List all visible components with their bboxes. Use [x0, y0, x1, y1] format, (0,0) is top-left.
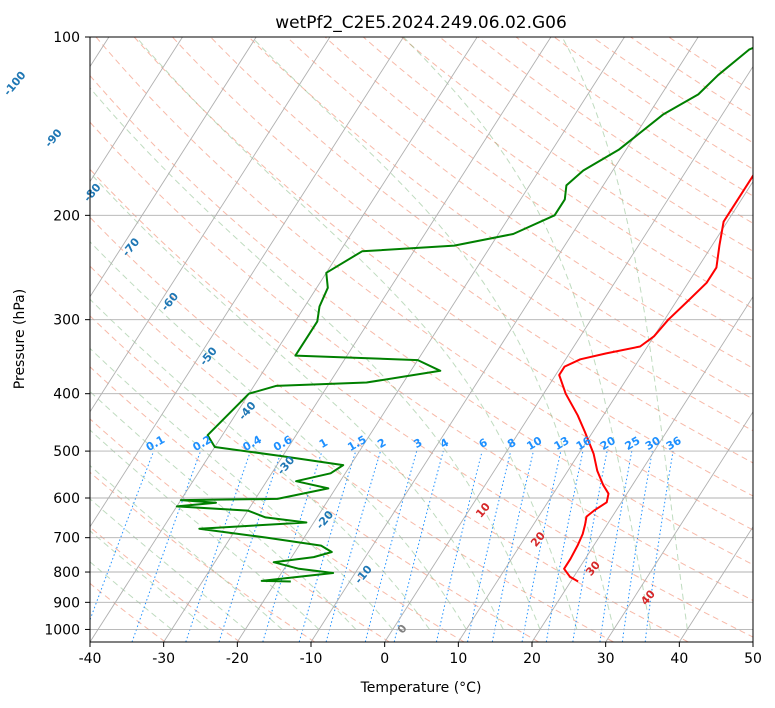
isotherm-line	[605, 411, 753, 642]
y-tick-label: 300	[53, 313, 80, 329]
mixing-ratio-line	[621, 451, 653, 642]
x-tick-label: 30	[597, 651, 615, 667]
dewpoint-line	[175, 46, 753, 583]
y-axis-label: Pressure (hPa)	[12, 289, 28, 389]
dry-adiabat-line	[90, 74, 753, 566]
mixing-ratio-line	[435, 450, 483, 642]
y-tick-label: 200	[53, 208, 80, 224]
temperature-line	[558, 173, 753, 583]
chart-title: wetPf2_C2E5.2024.249.06.02.G06	[275, 13, 567, 33]
moist-adiabat-line	[135, 37, 578, 630]
x-tick-label: 20	[523, 651, 541, 667]
dry-adiabat-line	[172, 37, 753, 464]
mixing-ratio-line	[521, 450, 562, 642]
dry-adiabat-line	[286, 37, 753, 369]
isotherm-line	[163, 37, 552, 642]
y-tick-label: 900	[53, 595, 80, 611]
sounding-curves	[175, 46, 753, 583]
x-tick-label: -20	[226, 651, 249, 667]
isotherm-line	[90, 37, 404, 528]
dry-adiabat-line	[210, 37, 753, 432]
moist-adiabat-line	[561, 37, 688, 630]
dry-adiabat-line	[90, 265, 614, 642]
moist-adiabat-line	[251, 37, 615, 630]
mixing-ratio-line	[644, 451, 674, 642]
moist-adiabat-line	[90, 530, 209, 630]
dry-adiabat-line	[90, 168, 753, 638]
moist-adiabat-line	[90, 464, 283, 630]
isotherm-line	[236, 37, 625, 642]
mixing-ratio-line	[262, 450, 323, 642]
y-tick-label: 600	[53, 491, 80, 507]
moist-adiabat-line	[90, 498, 246, 630]
y-tick-label: 400	[53, 387, 80, 403]
grid	[90, 37, 753, 630]
axis-ticks: -40 -30 -20 -10 0 10 20 30 40 50 1000 900 800 700 600 5…	[44, 30, 762, 667]
mixing-ratio-line	[393, 450, 444, 642]
dry-adiabat-line	[95, 37, 753, 531]
mixing-ratio-line	[185, 450, 251, 642]
y-tick-label: 700	[53, 531, 80, 547]
mixing-ratio-line	[599, 451, 633, 642]
dry-adiabat-line	[362, 37, 753, 310]
x-axis-label: Temperature (°C)	[360, 680, 482, 696]
x-tick-label: 10	[449, 651, 467, 667]
isotherm-line	[457, 180, 753, 642]
x-tick-label: -30	[152, 651, 175, 667]
dry-adiabat-line	[90, 315, 540, 642]
y-tick-label: 1000	[44, 622, 80, 638]
moist-adiabat-line	[90, 390, 357, 630]
isotherm-line	[678, 526, 753, 642]
dry-adiabat-line	[324, 37, 753, 339]
y-tick-label: 100	[53, 30, 80, 46]
moist-adiabat-line	[90, 347, 394, 630]
moist-adiabat-line	[90, 298, 430, 630]
mixing-ratio-line	[491, 450, 534, 642]
x-tick-label: 0	[380, 651, 389, 667]
dry-adiabat-line	[439, 37, 753, 252]
moist-adiabat-line	[403, 37, 651, 630]
moist-adiabat-line	[90, 561, 172, 630]
moist-adiabat-line	[90, 87, 541, 630]
plot-frame	[89, 36, 754, 643]
moist-adiabat-line	[90, 429, 320, 630]
mixing-ratio-line	[467, 450, 512, 642]
moist-adiabat-line	[90, 172, 504, 630]
isotherm-line	[531, 295, 753, 642]
x-tick-label: -10	[300, 651, 323, 667]
dry-adiabat-line	[401, 37, 753, 281]
mixing-ratio-line	[325, 450, 381, 642]
x-tick-label: 40	[670, 651, 688, 667]
mixing-ratio-line	[364, 450, 418, 642]
x-tick-label: -40	[79, 651, 102, 667]
y-tick-label: 800	[53, 565, 80, 581]
x-tick-label: 50	[744, 651, 762, 667]
isotherm-line	[90, 37, 331, 413]
dry-adiabat-line	[133, 37, 753, 497]
isotherm-line	[90, 37, 257, 298]
mixing-ratio-line	[131, 450, 202, 642]
y-tick-label: 500	[53, 444, 80, 460]
mixing-ratio-line	[572, 451, 608, 642]
mixing-ratio-line	[218, 450, 282, 642]
background-lines	[90, 37, 753, 642]
dry-adiabat-line	[90, 471, 315, 642]
isotherm-line	[90, 37, 478, 642]
isotherm-line	[90, 37, 183, 183]
isotherm-line	[384, 65, 753, 642]
dry-adiabat-line	[90, 121, 753, 601]
mixing-ratio-line	[298, 450, 357, 642]
